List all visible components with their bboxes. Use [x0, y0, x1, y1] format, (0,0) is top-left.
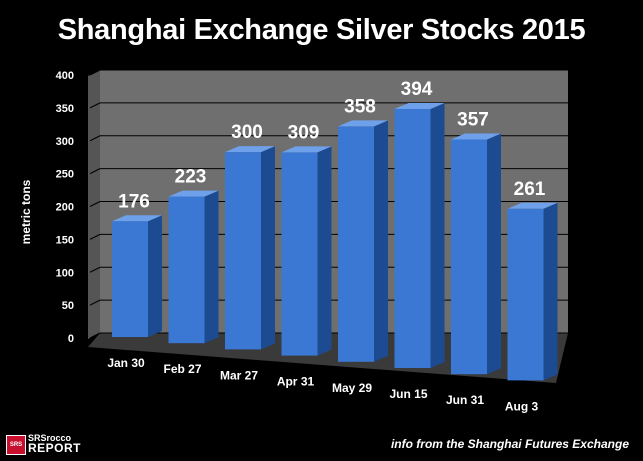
y-tick-label: 200 — [56, 202, 74, 214]
x-tick-label: May 29 — [332, 381, 372, 395]
y-tick-label: 400 — [56, 70, 74, 82]
bar-top — [338, 120, 388, 127]
data-label: 176 — [118, 191, 150, 212]
gridline-side — [89, 266, 101, 273]
y-tick-label: 0 — [68, 333, 74, 345]
gridline-side — [89, 168, 101, 175]
data-label: 300 — [231, 122, 263, 143]
bar — [112, 221, 148, 337]
logo-line-1: SRSrocco — [28, 433, 72, 443]
y-tick-label: 50 — [62, 300, 74, 312]
bar-group — [112, 215, 162, 337]
y-tick-label: 150 — [56, 234, 74, 246]
srsrocco-logo: SRS SRSrocco REPORT — [6, 433, 102, 455]
gridline-side — [89, 102, 101, 109]
source-note: info from the Shanghai Futures Exchange — [390, 437, 629, 451]
gridline-side — [89, 233, 101, 240]
data-label: 261 — [514, 179, 546, 200]
gridline-side — [89, 201, 101, 207]
bar-side — [487, 133, 501, 375]
bar — [451, 139, 487, 375]
bar-side — [430, 102, 445, 368]
x-tick-label: Mar 27 — [220, 368, 258, 382]
data-label: 357 — [457, 109, 489, 130]
logo-badge: SRS — [6, 435, 26, 455]
x-tick-label: Feb 27 — [163, 362, 201, 376]
y-tick-label: 100 — [56, 267, 74, 279]
chart-floor — [88, 333, 568, 383]
data-label: 309 — [288, 122, 320, 143]
bar-side — [317, 146, 332, 356]
y-tick-label: 350 — [56, 103, 74, 115]
bar-side — [148, 215, 162, 337]
bar-top — [451, 133, 501, 140]
x-tick-label: Jun 15 — [389, 387, 427, 401]
bar — [225, 152, 261, 350]
bar-group — [338, 120, 388, 362]
bar-top — [112, 215, 162, 222]
bar — [394, 108, 431, 368]
bar-group — [168, 190, 219, 344]
bar-top — [394, 102, 445, 109]
logo-text: SRSrocco REPORT — [28, 433, 82, 455]
chart-title: Shanghai Exchange Silver Stocks 2015 — [57, 14, 586, 46]
gridline-side — [89, 135, 101, 142]
bar — [338, 126, 374, 362]
bar-group — [394, 102, 445, 368]
logo-line-2: REPORT — [28, 441, 82, 455]
bar-side — [204, 190, 219, 344]
x-tick-label: Jun 31 — [446, 393, 484, 407]
y-tick-label: 250 — [56, 169, 74, 181]
bar — [168, 196, 205, 344]
data-label: 394 — [401, 79, 433, 100]
bar-side — [543, 202, 558, 381]
bar-group — [281, 146, 332, 356]
bar-side — [261, 146, 275, 350]
y-axis-title: metric tons — [19, 179, 33, 244]
bar-top — [507, 202, 558, 209]
bar-top — [281, 146, 332, 153]
y-tick-label: 300 — [56, 136, 74, 148]
bar-group — [451, 133, 501, 375]
data-label: 223 — [175, 167, 207, 188]
x-tick-label: Jan 30 — [107, 356, 145, 370]
gridline-side — [89, 299, 101, 306]
bar-group — [507, 202, 558, 381]
bar-top — [168, 190, 219, 197]
gridline-side — [89, 332, 101, 339]
bar-top — [225, 146, 275, 153]
bar-side — [374, 120, 388, 362]
bar — [507, 208, 544, 381]
x-tick-label: Aug 3 — [505, 399, 539, 413]
x-tick-label: Apr 31 — [277, 375, 315, 389]
data-label: 358 — [344, 96, 376, 117]
gridline-side — [89, 69, 101, 76]
bar — [281, 152, 318, 356]
bar-group — [225, 146, 275, 350]
